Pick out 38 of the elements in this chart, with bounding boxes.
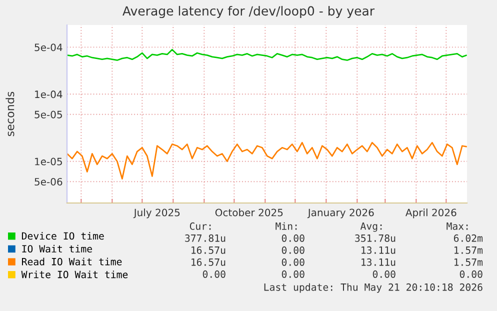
x-tick-label: January 2026 <box>307 208 374 218</box>
text: 0.00 <box>372 270 396 278</box>
x-tick-label: July 2025 <box>133 208 180 218</box>
text: 0.00 <box>282 270 304 278</box>
text: Avg: <box>360 222 382 232</box>
text: Cur: <box>190 222 211 230</box>
legend-label: Device IO time <box>22 232 104 240</box>
text: 16.57u <box>192 258 226 266</box>
y-tick-label: 5e-05 <box>34 110 62 118</box>
text: 13.11u <box>362 246 396 254</box>
text: 0.00 <box>202 270 226 278</box>
y-tick-label: 1e-05 <box>35 158 62 166</box>
line-series <box>67 142 467 180</box>
text: Max: <box>446 222 468 230</box>
y-tick-label: 1e-04 <box>35 90 62 98</box>
text: 351.78u <box>355 234 396 242</box>
text: 6.02m <box>454 234 483 242</box>
text: 16.57u <box>192 246 226 254</box>
text: 0.00 <box>460 270 482 278</box>
x-tick-label: April 2026 <box>405 208 456 218</box>
text: Last update: Thu May 21 20:10:18 2026 <box>264 283 482 293</box>
y-tick-label: 5e-04 <box>34 44 62 52</box>
y-axis-title: seconds <box>6 92 14 136</box>
text: 1.57m <box>454 258 483 266</box>
text: Min: <box>276 222 297 230</box>
legend-label: Read IO Wait time <box>22 258 122 266</box>
line-series <box>67 48 467 61</box>
text: 1.57m <box>454 246 483 254</box>
x-tick-label: October 2025 <box>215 208 283 216</box>
chart-title: Average latency for /dev/loop0 - by year <box>122 6 375 18</box>
text: 0.00 <box>282 246 304 254</box>
y-tick-label: 5e-06 <box>34 178 62 186</box>
legend-label: IO Wait time <box>22 244 92 253</box>
legend-label: Write IO Wait time <box>21 270 128 278</box>
text: 377.81u <box>185 234 226 242</box>
text: 0.00 <box>282 234 304 242</box>
text: 13.11u <box>362 258 396 266</box>
text: 0.00 <box>282 258 304 266</box>
